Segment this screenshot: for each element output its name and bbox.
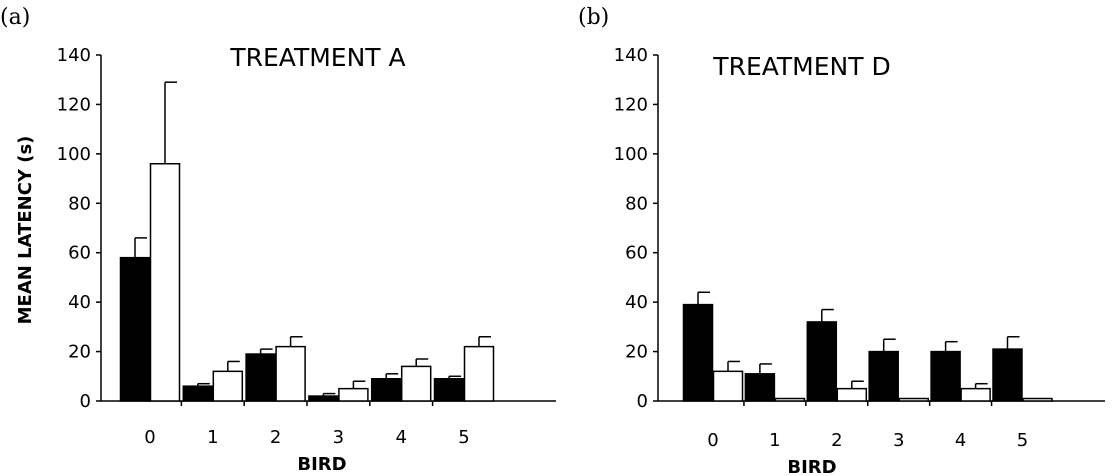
- bar: [400, 365, 432, 402]
- y-tick-label: 20: [625, 342, 648, 363]
- panel-label: (b): [578, 5, 609, 30]
- bar: [806, 321, 838, 402]
- x-tick-label: 2: [831, 430, 842, 451]
- bar: [119, 256, 151, 402]
- bar: [774, 397, 806, 402]
- bar: [338, 387, 369, 402]
- x-tick-label: 2: [270, 427, 281, 448]
- panel-a: (a) TREATMENT A MEAN LATENCY (s) BIRD 0 2…: [0, 5, 556, 475]
- bar: [1022, 397, 1053, 402]
- x-tick-label: 1: [769, 430, 780, 451]
- bar: [245, 353, 276, 402]
- y-tick-label: 80: [68, 193, 91, 214]
- bar: [275, 345, 306, 402]
- bar: [712, 370, 744, 402]
- y-tick-label: 0: [637, 391, 648, 412]
- bar: [744, 373, 776, 402]
- bar: [868, 350, 899, 402]
- x-tick-label: 0: [707, 430, 718, 451]
- bars: [119, 81, 495, 402]
- bar: [370, 378, 402, 402]
- x-axis-label: BIRD: [297, 454, 346, 475]
- y-tick-label: 100: [614, 144, 648, 165]
- panel-b: (b) TREATMENT D BIRD 0204060801001201400…: [578, 5, 1105, 476]
- bar: [682, 303, 714, 402]
- y-tick-label: 80: [625, 193, 648, 214]
- y-tick-label: 120: [57, 94, 91, 115]
- x-tick-label: 5: [1017, 430, 1028, 451]
- axes: 0 20 40 60 80 100 120 140 0 1 2 3 4 5: [57, 45, 556, 448]
- y-tick-label: 120: [614, 94, 648, 115]
- x-tick-label: 4: [395, 427, 406, 448]
- y-tick-label: 140: [57, 45, 91, 66]
- y-tick-label: 40: [625, 292, 648, 313]
- bar: [836, 387, 868, 402]
- bar: [960, 387, 991, 402]
- axes: 0 20 40 60 80 100 120 140 0 1 2 3 4 5: [614, 45, 1105, 451]
- y-axis-label: MEAN LATENCY (s): [15, 136, 36, 325]
- bar: [308, 395, 339, 402]
- x-tick-label: 5: [458, 427, 469, 448]
- y-tick-label: 0: [80, 391, 91, 412]
- bar: [463, 345, 495, 402]
- bar: [992, 348, 1023, 402]
- y-tick-label: 40: [68, 292, 91, 313]
- bar: [182, 385, 214, 402]
- y-tick-label: 60: [625, 243, 648, 264]
- y-tick-label: 60: [68, 243, 91, 264]
- y-tick-label: 140: [614, 45, 648, 66]
- x-tick-label: 3: [333, 427, 344, 448]
- bar: [149, 162, 181, 402]
- bar: [212, 370, 244, 402]
- x-tick-label: 1: [207, 427, 218, 448]
- panel-label: (a): [0, 5, 30, 30]
- bar: [898, 397, 929, 402]
- y-tick-label: 20: [68, 342, 91, 363]
- bar: [930, 350, 961, 402]
- x-axis-label: BIRD: [787, 457, 836, 476]
- chart-title: TREATMENT A: [229, 43, 405, 72]
- x-tick-label: 0: [144, 427, 155, 448]
- bar: [433, 378, 465, 402]
- y-tick-label: 100: [57, 144, 91, 165]
- x-tick-label: 4: [955, 430, 966, 451]
- chart-title: TREATMENT D: [712, 52, 890, 81]
- bars: [682, 291, 1053, 402]
- x-tick-label: 3: [893, 430, 904, 451]
